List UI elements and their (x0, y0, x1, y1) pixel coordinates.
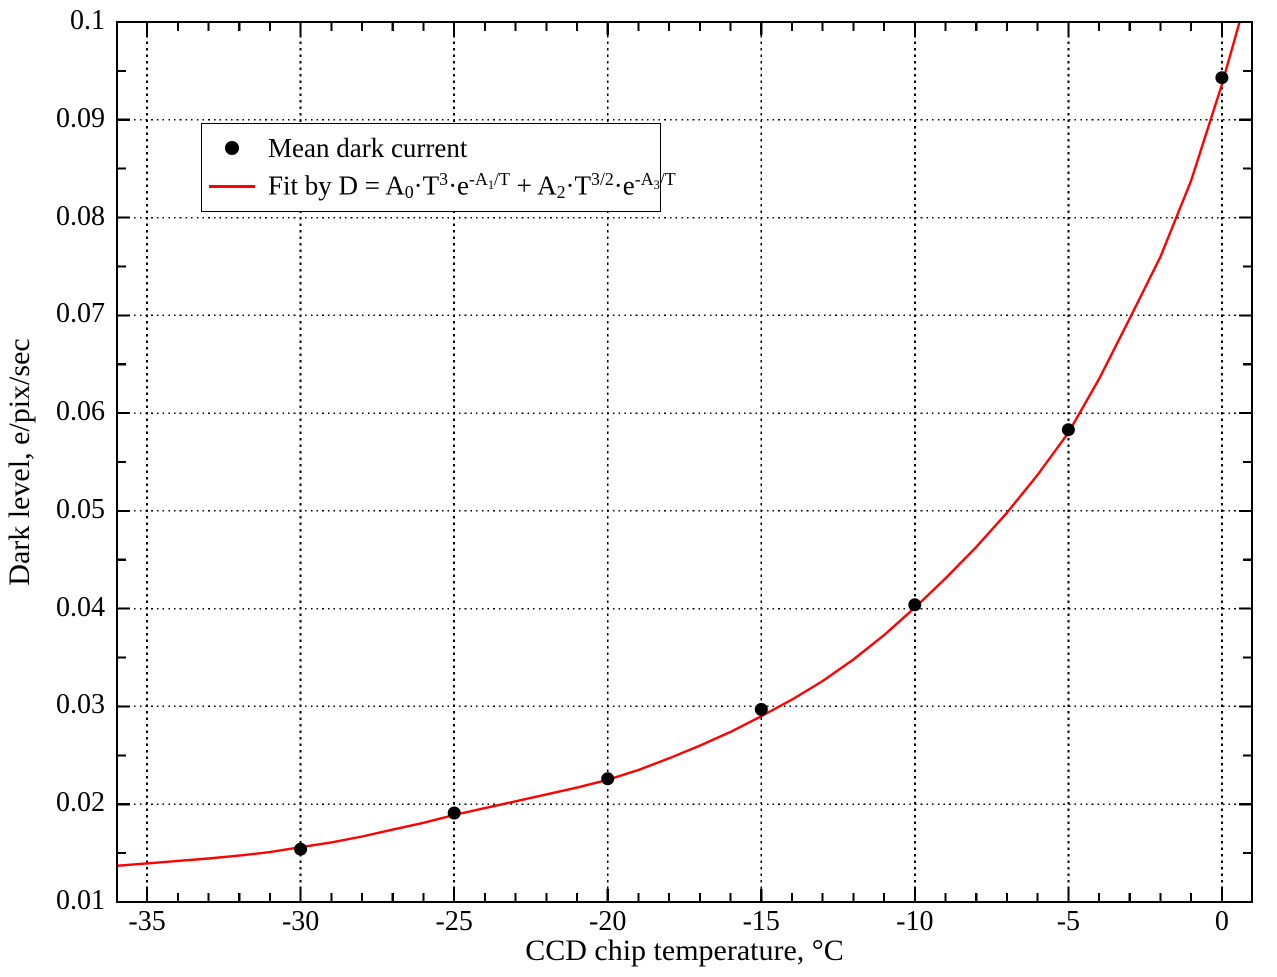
formula-segment: -A (634, 168, 654, 189)
formula-segment: 3 (653, 177, 660, 192)
data-point (1215, 71, 1229, 85)
legend-label-fit: Fit by D = A0·T3·e-A1/T + A2·T3/2·e-A3/T (268, 169, 676, 203)
y-tick-label: 0.02 (56, 787, 105, 819)
legend: Mean dark current Fit by D = A0·T3·e-A1/… (201, 123, 676, 212)
y-tick-label: 0.09 (56, 102, 105, 134)
y-axis-title: Dark level, e/pix/sec (3, 338, 36, 586)
y-tick-label: 0.01 (56, 885, 105, 916)
x-tick-label: -25 (435, 906, 473, 937)
x-axis-title: CCD chip temperature, °C (525, 934, 844, 967)
y-tick-label: 0.06 (56, 396, 105, 428)
formula-segment: 3 (439, 168, 449, 189)
formula-segment: + A (509, 170, 557, 201)
legend-item-fit: Fit by D = A0·T3·e-A1/T + A2·T3/2·e-A3/T (202, 167, 676, 205)
y-tick-label: 0.1 (70, 5, 105, 36)
formula-segment: 2 (556, 182, 566, 203)
legend-label-mean-dark-current: Mean dark current (268, 132, 468, 163)
formula-segment: ·e (448, 170, 470, 201)
formula-segment: 0 (404, 182, 414, 203)
y-tick-label: 0.03 (56, 689, 105, 721)
legend-item-mean-dark-current: Mean dark current (202, 129, 660, 167)
data-point (601, 772, 615, 786)
x-tick-label: -35 (128, 906, 166, 937)
data-point (294, 842, 308, 856)
x-tick-label: -30 (281, 906, 320, 937)
y-tick-label: 0.04 (56, 591, 105, 623)
legend-marker-cell (202, 141, 262, 155)
formula-segment: -A (469, 168, 488, 189)
x-tick-label: -10 (896, 906, 934, 937)
x-tick-label: 0 (1214, 906, 1229, 937)
formula-segment: ·e (613, 170, 635, 201)
data-point (1061, 423, 1075, 437)
formula-segment: 1 (487, 177, 495, 192)
fit-line-icon (209, 184, 255, 188)
data-point (447, 806, 461, 820)
formula-segment: ·T (565, 170, 592, 201)
y-tick-label: 0.08 (56, 200, 105, 232)
formula-segment: /T (494, 168, 510, 189)
data-point (908, 598, 922, 612)
y-tick-label: 0.07 (56, 298, 105, 330)
formula-segment: ·T (413, 170, 440, 201)
formula-segment: /T (659, 168, 676, 189)
y-tick-label: 0.05 (56, 493, 105, 525)
scatter-dot-icon (225, 141, 239, 155)
x-tick-label: -5 (1056, 906, 1081, 937)
formula-segment: 3/2 (591, 168, 614, 189)
formula-segment: Fit by D = A (268, 170, 405, 201)
data-point (754, 702, 768, 716)
x-tick-label: -15 (742, 906, 780, 937)
x-tick-label: -20 (589, 906, 627, 937)
legend-marker-cell (202, 184, 262, 188)
